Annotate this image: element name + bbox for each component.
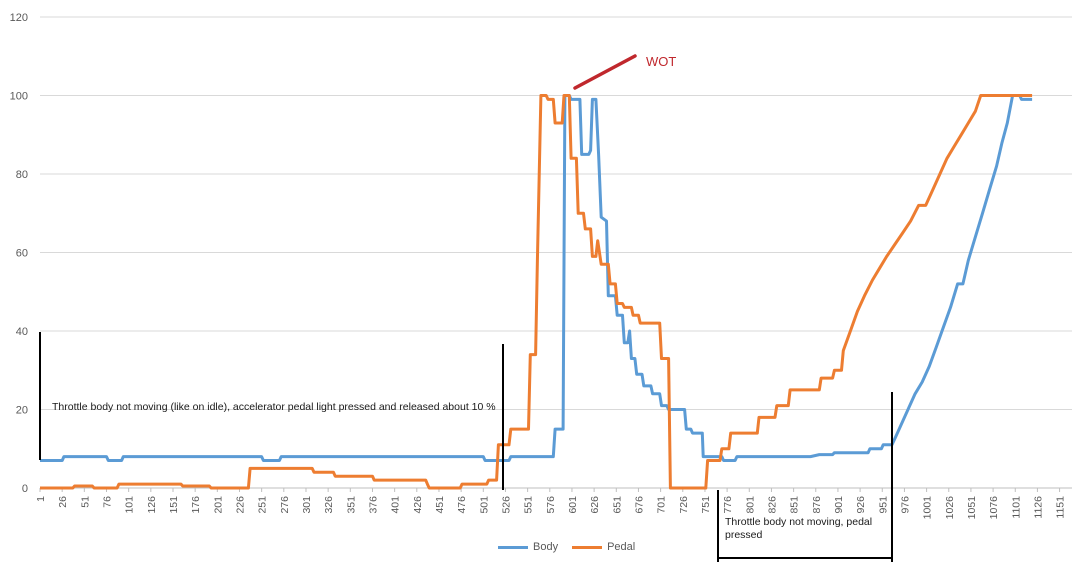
gridlines (40, 16, 1072, 410)
x-tick-label: 751 (700, 496, 712, 514)
legend-label-pedal: Pedal (607, 541, 636, 553)
y-tick-label: 40 (16, 326, 28, 338)
series-line-body (40, 94, 1033, 462)
y-tick-label: 100 (10, 91, 28, 103)
x-tick-label: 76 (101, 496, 113, 508)
x-tick-label: 226 (234, 496, 246, 514)
x-tick-label: 901 (833, 496, 845, 514)
legend-label-body: Body (533, 541, 559, 553)
x-tick-label: 1 (35, 496, 47, 502)
x-tick-label: 451 (434, 496, 446, 514)
x-tick-label: 776 (722, 496, 734, 514)
y-tick-label: 120 (10, 12, 28, 24)
x-tick-label: 801 (744, 496, 756, 514)
x-tick-label: 101 (124, 496, 136, 514)
x-tick-label: 1126 (1032, 496, 1044, 519)
x-tick-label: 476 (456, 496, 468, 514)
annotation-marks (39, 54, 893, 562)
x-tick-label: 501 (478, 496, 490, 514)
legend-item-pedal: Pedal (572, 541, 635, 553)
x-tick-label: 426 (412, 496, 424, 514)
x-tick-label: 1051 (966, 496, 978, 520)
legend-item-body: Body (498, 541, 558, 553)
legend-swatch-body (498, 545, 528, 549)
x-tick-label: 676 (633, 496, 645, 514)
x-tick-label: 976 (899, 496, 911, 514)
x-tick-label: 401 (390, 496, 402, 514)
x-tick-label: 1076 (988, 496, 1000, 520)
x-tick-label: 151 (168, 496, 180, 514)
annotation-pedal-pressed: Throttle body not moving, pedal pressed (725, 516, 873, 541)
x-tick-label: 1151 (1055, 496, 1067, 519)
x-tick-label: 651 (611, 496, 623, 514)
x-tick-label: 726 (678, 496, 690, 514)
x-tick-label: 301 (301, 496, 313, 514)
x-tick-label: 26 (57, 496, 69, 508)
x-tick-label: 826 (766, 496, 778, 514)
legend-swatch-pedal (572, 545, 603, 549)
series-lines (40, 94, 1033, 490)
x-tick-label: 251 (257, 496, 269, 514)
x-tick-label: 1101 (1010, 496, 1022, 519)
x-tick-label: 176 (190, 496, 202, 514)
legend: Body Pedal (498, 541, 635, 553)
series-line-pedal (40, 94, 1033, 490)
x-tick-label: 876 (811, 496, 823, 514)
x-tick-label: 926 (855, 496, 867, 514)
x-tick-label: 51 (79, 496, 91, 508)
y-tick-label: 80 (16, 169, 28, 181)
x-tick-label: 551 (523, 496, 535, 514)
x-tick-label: 701 (656, 496, 668, 514)
x-tick-label: 576 (545, 496, 557, 514)
x-tick-label: 276 (279, 496, 291, 514)
annotation-idle: Throttle body not moving (like on idle),… (52, 401, 496, 413)
y-tick-label: 20 (16, 405, 28, 417)
x-tick-label: 951 (877, 496, 889, 514)
x-tick-label: 201 (212, 496, 224, 514)
x-tick-label: 376 (367, 496, 379, 514)
x-tick-label: 626 (589, 496, 601, 514)
annotation-wot: WOT (646, 54, 677, 69)
x-tick-label: 851 (789, 496, 801, 514)
x-tick-label: 601 (567, 496, 579, 514)
y-tick-label: 60 (16, 248, 28, 260)
x-tick-label: 126 (146, 496, 158, 514)
x-tick-label: 1026 (944, 496, 956, 520)
y-axis: 0 20 40 60 80 100 120 (10, 12, 28, 495)
x-tick-label: 526 (500, 496, 512, 514)
x-tick-label: 326 (323, 496, 335, 514)
annotation-wot-pointer (573, 54, 637, 90)
x-tick-label: 351 (345, 496, 357, 514)
y-tick-label: 0 (22, 483, 28, 495)
x-axis: 1 26 51 76 101 126 151 176 201 226 251 276 301 326 351… (35, 487, 1072, 520)
x-tick-label: 1001 (922, 496, 934, 520)
